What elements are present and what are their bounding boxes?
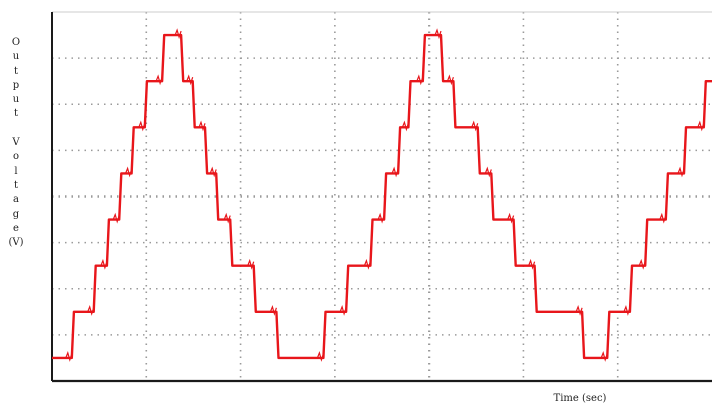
waveform-point xyxy=(638,258,646,270)
waveform-point xyxy=(138,120,146,132)
waveform-point xyxy=(484,166,492,178)
waveform-point xyxy=(339,304,347,316)
waveform-point xyxy=(87,304,95,316)
waveform-point xyxy=(507,212,515,224)
traces xyxy=(52,28,712,362)
waveform-point xyxy=(697,120,705,132)
waveform-point xyxy=(528,258,536,270)
waveform-point xyxy=(186,74,194,86)
waveform-point xyxy=(575,304,583,316)
waveform-point xyxy=(659,212,667,224)
waveform-point xyxy=(112,212,120,224)
waveform-point xyxy=(223,212,231,224)
waveform-point xyxy=(623,304,631,316)
waveform-point xyxy=(377,212,385,224)
waveform-point xyxy=(174,28,182,40)
waveform-point xyxy=(600,351,608,362)
waveform-point xyxy=(316,351,324,362)
waveform-point xyxy=(363,258,371,270)
waveform-point xyxy=(416,74,424,86)
waveform-point xyxy=(247,258,255,270)
waveform-point xyxy=(209,166,217,178)
waveform-point xyxy=(65,351,73,362)
waveform-point xyxy=(125,166,133,178)
x-axis-label: Time (sec) xyxy=(553,393,607,404)
waveform-point xyxy=(446,74,454,86)
y-axis-label: O u t p u t V o l t a g e (V) xyxy=(8,37,24,249)
waveform-point xyxy=(401,120,409,132)
waveform-point xyxy=(434,28,442,40)
waveform-point xyxy=(198,120,206,132)
axes xyxy=(51,11,712,383)
grid xyxy=(52,12,712,381)
waveform-point xyxy=(391,166,399,178)
waveform-point xyxy=(269,304,277,316)
waveform-point xyxy=(471,120,479,132)
waveform-point xyxy=(677,166,685,178)
waveform-point xyxy=(100,258,108,270)
waveform-point xyxy=(155,74,163,86)
